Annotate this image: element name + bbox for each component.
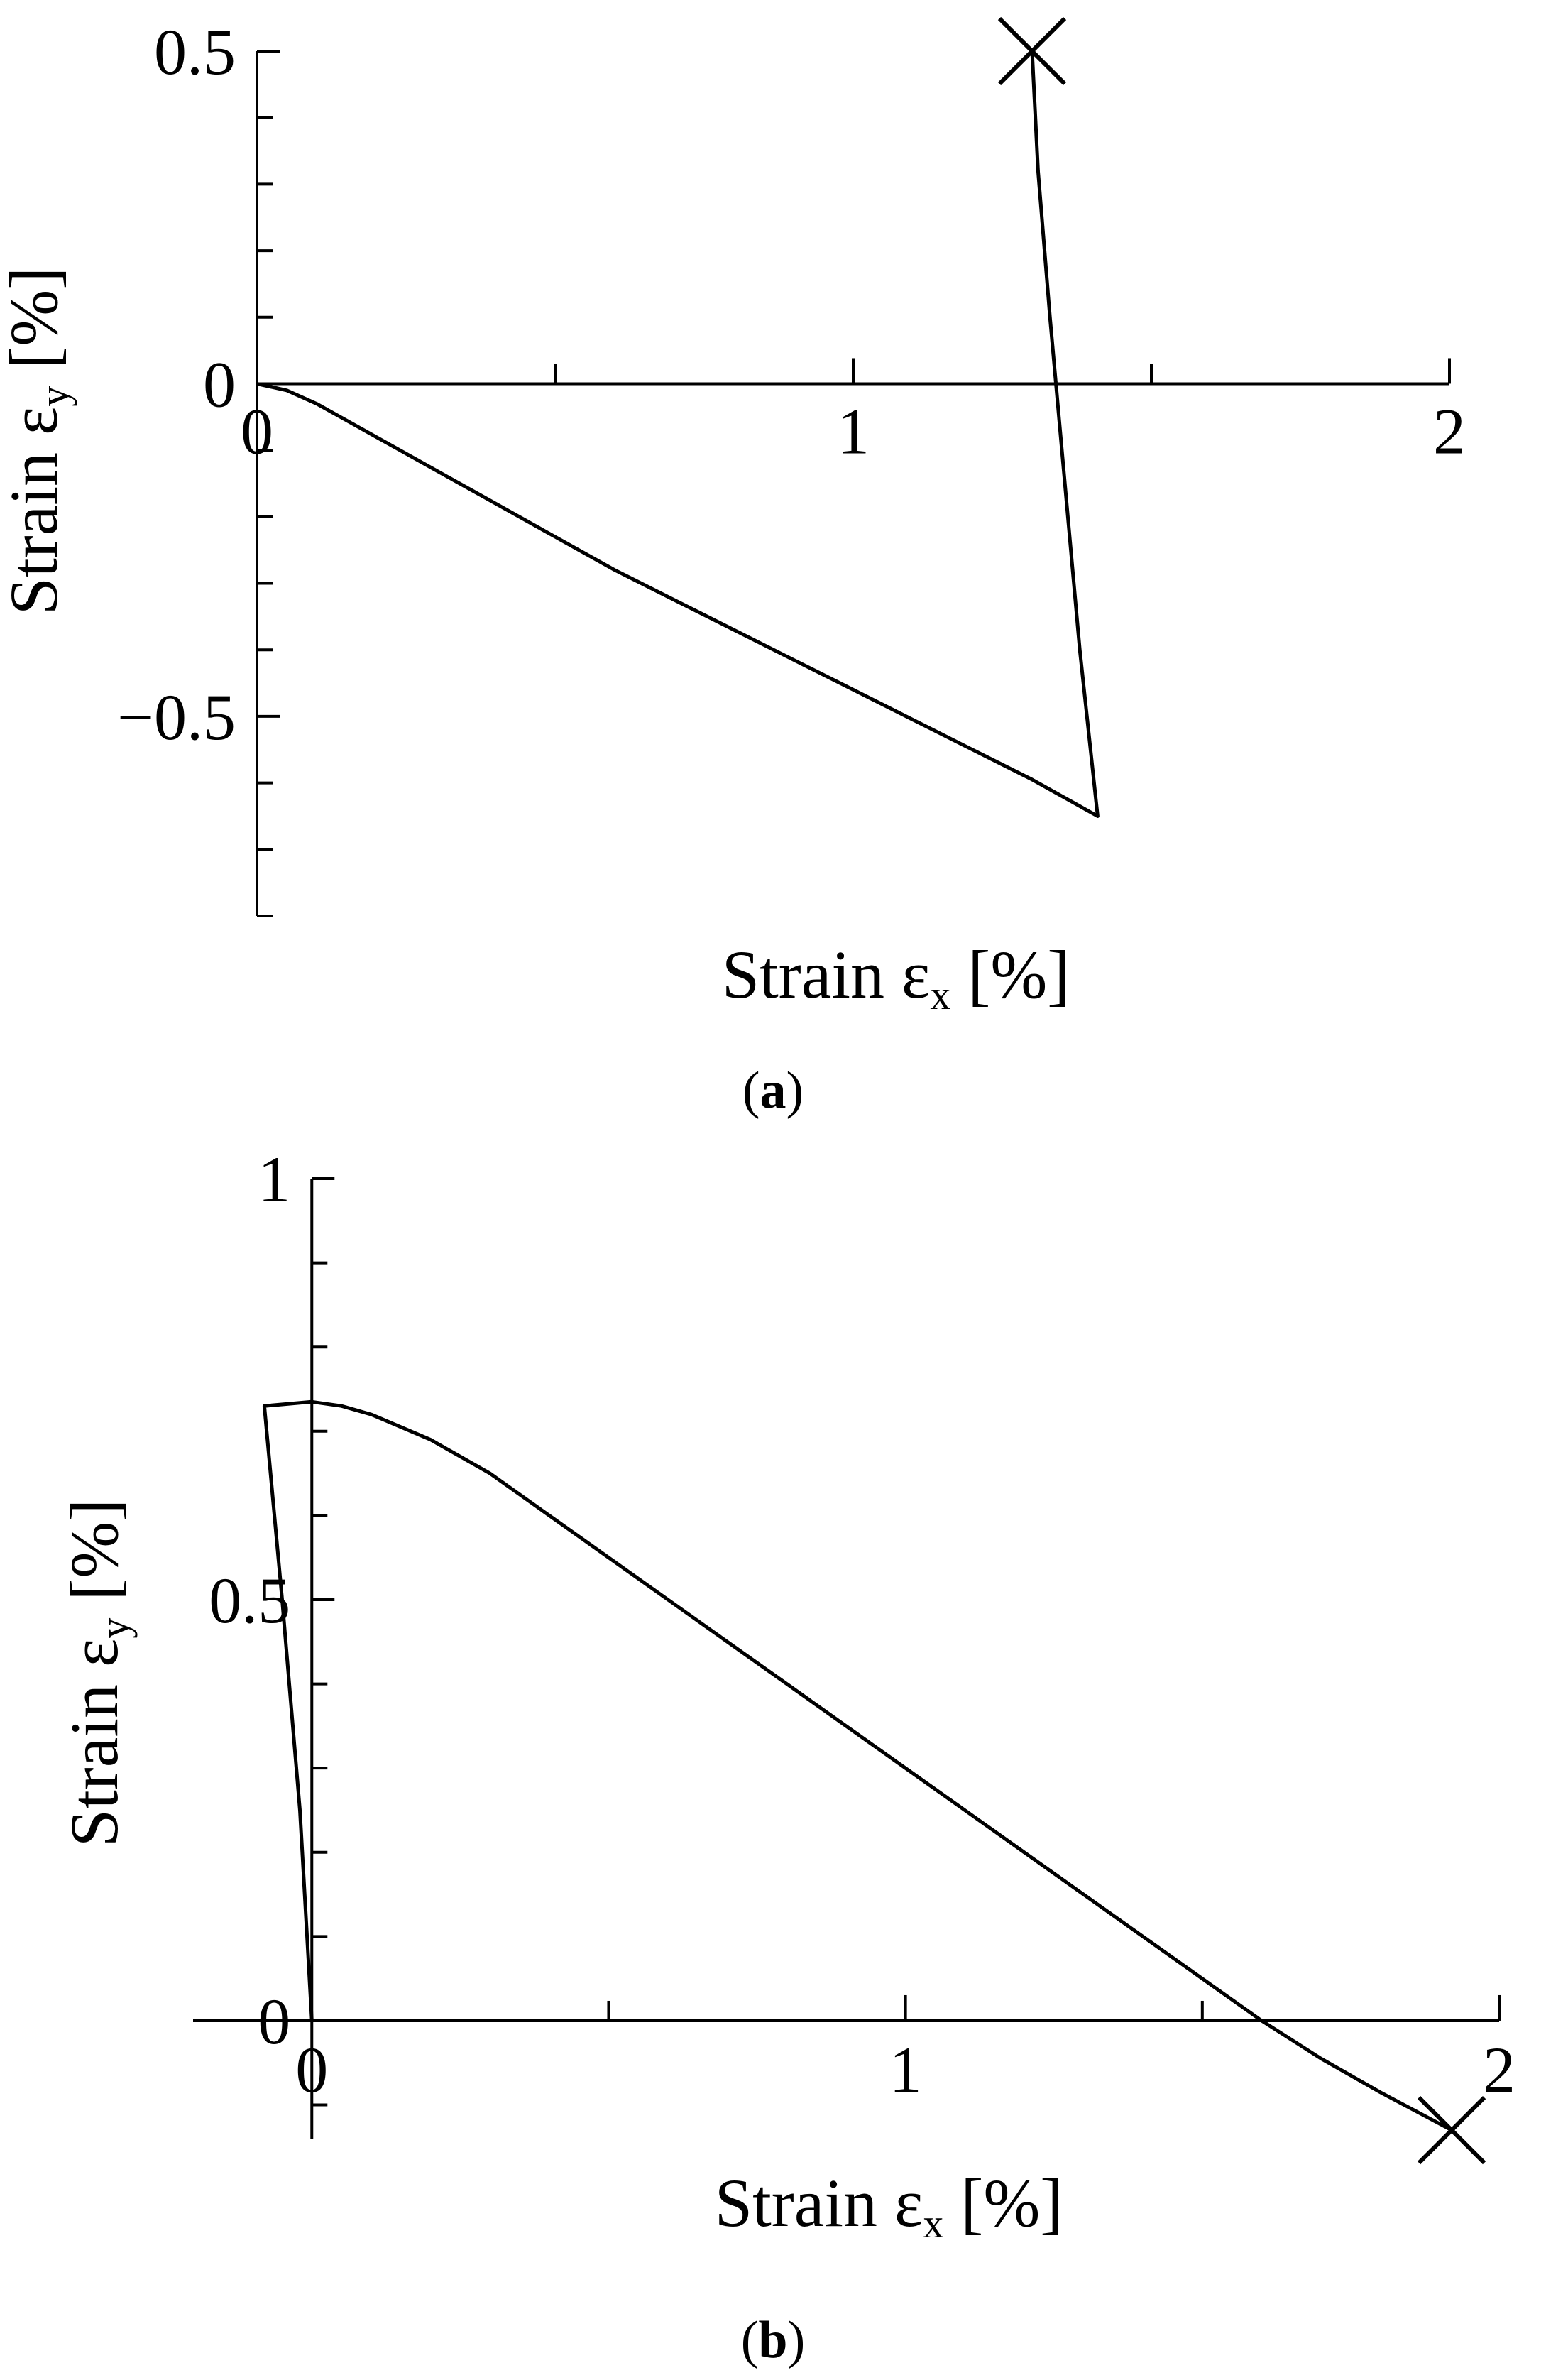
y-tick-label: −0.5 [117,681,236,753]
panel-b: 0 1 2 0 0.5 1 Strain εx [%] Strain εy [%] (b) [56,1143,1515,2369]
x-tick-label: 0 [295,2034,328,2106]
y-tick-label: 0 [203,348,236,420]
y-axis-title: Strain εy [%] [0,267,77,616]
end-marker [1417,2096,1486,2165]
y-tick-label: 0.5 [209,1564,290,1637]
end-marker-stroke [1417,2096,1486,2165]
x-tick-label: 1 [837,395,870,467]
panel-a: 0 1 2 −0.5 0 0.5 Strain εx [%] Strain εy [%] (a) [0,16,1466,1120]
panel-caption: (b) [741,2311,805,2369]
y-axis-title: Strain εy [%] [56,1499,138,1847]
end-marker [997,16,1067,86]
x-tick-label: 0 [241,395,273,467]
y-tick-label: 0 [258,1985,290,2058]
x-tick-label: 2 [1433,395,1466,467]
x-tick-label: 2 [1483,2034,1515,2106]
series-line [262,1399,1453,2132]
y-tick-label: 1 [258,1143,290,1216]
x-axis-title: Strain εx [%] [715,2165,1063,2247]
x-axis-title: Strain εx [%] [722,937,1070,1018]
end-marker-stroke [997,16,1067,86]
panel-caption: (a) [742,1061,804,1120]
series-line [256,50,1100,818]
y-tick-label: 0.5 [154,16,236,88]
x-tick-label: 1 [889,2034,922,2106]
